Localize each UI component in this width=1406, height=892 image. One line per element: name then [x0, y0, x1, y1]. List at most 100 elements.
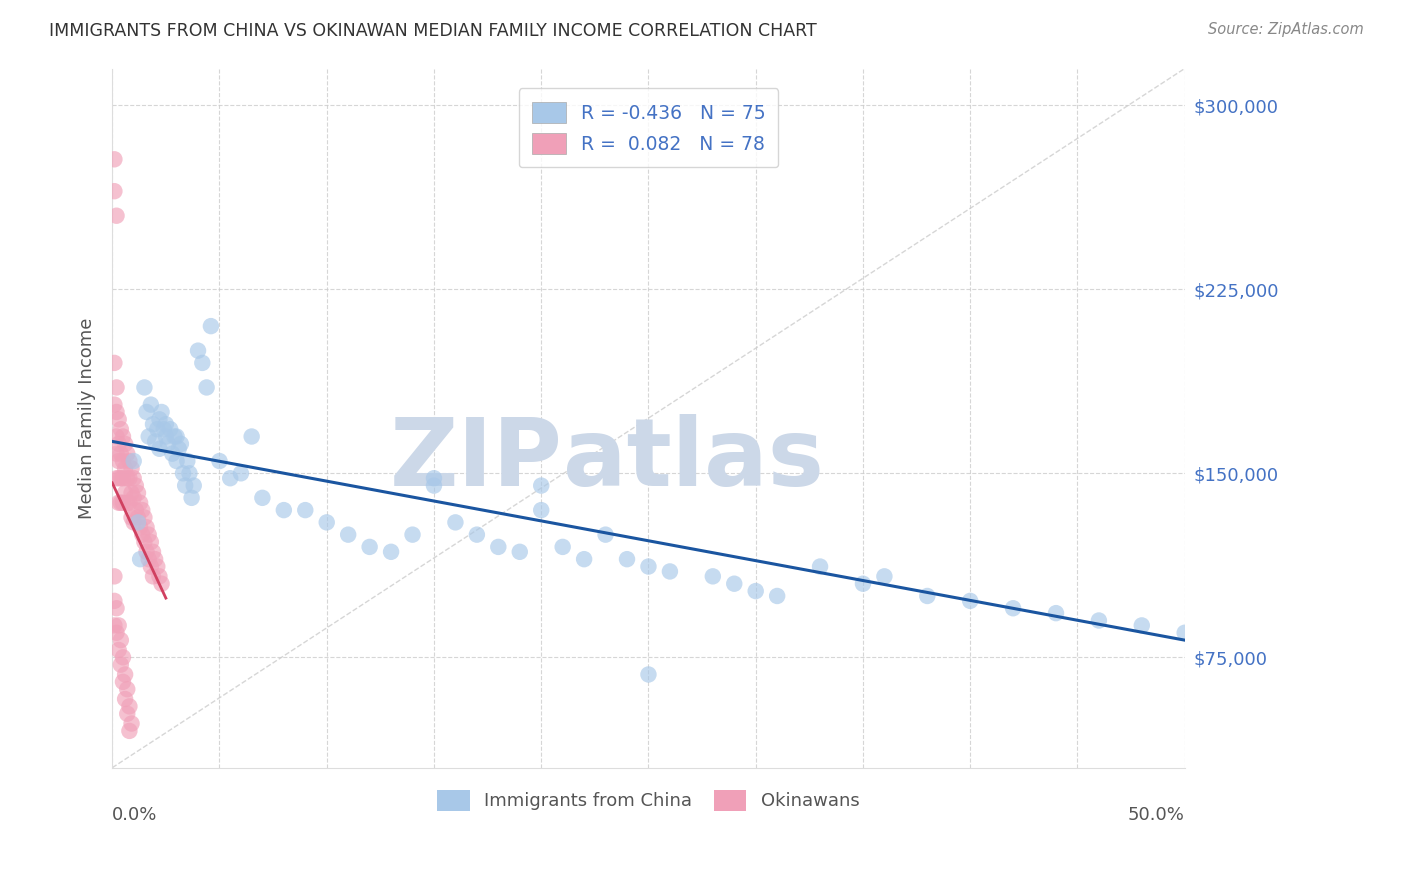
Point — [616, 552, 638, 566]
Point — [200, 319, 222, 334]
Point — [127, 510, 149, 524]
Point — [148, 442, 170, 456]
Point — [121, 461, 143, 475]
Point — [530, 478, 553, 492]
Point — [152, 422, 174, 436]
Point — [103, 184, 125, 198]
Point — [183, 478, 205, 492]
Point — [444, 516, 467, 530]
Point — [111, 496, 134, 510]
Point — [150, 576, 173, 591]
Point — [465, 527, 488, 541]
Point — [135, 405, 157, 419]
Point — [148, 412, 170, 426]
Point — [170, 437, 193, 451]
Point — [1002, 601, 1025, 615]
Point — [103, 153, 125, 167]
Point — [111, 454, 134, 468]
Point — [852, 576, 875, 591]
Point — [1045, 606, 1067, 620]
Point — [107, 643, 129, 657]
Point — [187, 343, 209, 358]
Point — [117, 471, 139, 485]
Point — [180, 491, 202, 505]
Point — [105, 601, 128, 615]
Point — [107, 471, 129, 485]
Point — [155, 429, 177, 443]
Point — [156, 437, 179, 451]
Point — [127, 516, 149, 530]
Point — [103, 398, 125, 412]
Text: atlas: atlas — [562, 414, 824, 506]
Point — [110, 422, 132, 436]
Point — [155, 417, 177, 432]
Point — [118, 723, 141, 738]
Point — [105, 471, 128, 485]
Point — [551, 540, 574, 554]
Point — [127, 486, 149, 500]
Point — [959, 594, 981, 608]
Point — [117, 447, 139, 461]
Point — [105, 447, 128, 461]
Point — [129, 496, 152, 510]
Point — [103, 356, 125, 370]
Point — [1088, 614, 1111, 628]
Point — [167, 442, 190, 456]
Point — [219, 471, 242, 485]
Point — [146, 422, 169, 436]
Y-axis label: Median Family Income: Median Family Income — [79, 318, 96, 519]
Point — [135, 545, 157, 559]
Point — [273, 503, 295, 517]
Point — [107, 437, 129, 451]
Text: IMMIGRANTS FROM CHINA VS OKINAWAN MEDIAN FAMILY INCOME CORRELATION CHART: IMMIGRANTS FROM CHINA VS OKINAWAN MEDIAN… — [49, 22, 817, 40]
Point — [103, 618, 125, 632]
Point — [337, 527, 360, 541]
Point — [380, 545, 402, 559]
Point — [117, 682, 139, 697]
Point — [105, 209, 128, 223]
Point — [122, 491, 145, 505]
Point — [240, 429, 263, 443]
Point — [105, 405, 128, 419]
Point — [315, 516, 337, 530]
Point — [114, 461, 136, 475]
Point — [103, 569, 125, 583]
Point — [134, 535, 156, 549]
Point — [138, 429, 160, 443]
Point — [1130, 618, 1153, 632]
Point — [139, 398, 162, 412]
Point — [401, 527, 423, 541]
Point — [166, 454, 188, 468]
Point — [121, 510, 143, 524]
Point — [744, 584, 766, 599]
Point — [125, 478, 148, 492]
Point — [359, 540, 381, 554]
Point — [572, 552, 595, 566]
Point — [702, 569, 724, 583]
Point — [107, 618, 129, 632]
Point — [111, 674, 134, 689]
Point — [103, 594, 125, 608]
Point — [252, 491, 274, 505]
Point — [118, 496, 141, 510]
Point — [131, 503, 153, 517]
Point — [143, 434, 166, 449]
Point — [138, 527, 160, 541]
Point — [105, 380, 128, 394]
Point — [111, 429, 134, 443]
Point — [229, 467, 252, 481]
Point — [110, 447, 132, 461]
Point — [107, 412, 129, 426]
Point — [509, 545, 531, 559]
Point — [121, 716, 143, 731]
Point — [808, 559, 831, 574]
Point — [105, 625, 128, 640]
Text: 50.0%: 50.0% — [1128, 806, 1185, 824]
Point — [176, 454, 198, 468]
Point — [530, 503, 553, 517]
Point — [658, 565, 681, 579]
Point — [195, 380, 218, 394]
Point — [135, 520, 157, 534]
Point — [117, 706, 139, 721]
Point — [162, 447, 184, 461]
